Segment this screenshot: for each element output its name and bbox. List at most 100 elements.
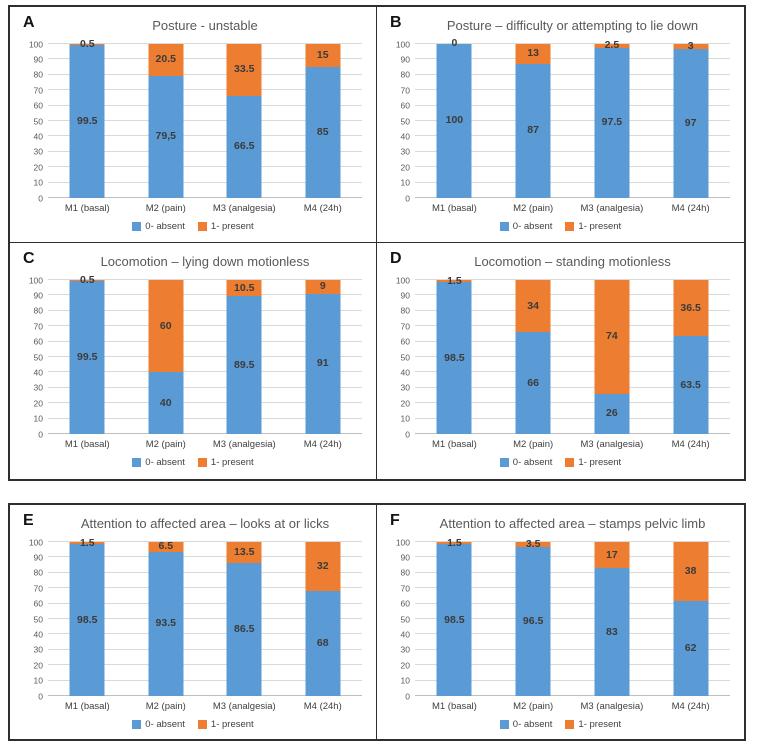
bar-segment-present xyxy=(226,280,262,297)
y-axis-tick-label: 0 xyxy=(405,428,410,439)
gridline xyxy=(48,58,362,60)
y-axis-tick-label: 0 xyxy=(38,192,43,203)
plot-area: 0 10 20 30 40 50 60 70 80 90 100 98.5 1.5 93.5 6.5 86.5… xyxy=(29,537,362,700)
legend-label: 0- absent xyxy=(145,719,185,730)
gridline xyxy=(48,89,362,91)
y-axis-tick-label: 90 xyxy=(400,552,410,563)
legend: 0- absent 1- present xyxy=(377,457,744,468)
y-axis-tick-label: 70 xyxy=(33,84,43,95)
bar-segment-absent xyxy=(69,44,105,198)
x-axis-label: M2 (pain) xyxy=(145,203,186,214)
bar-segment-present xyxy=(436,280,472,283)
bar-cell-m2: 87 13 xyxy=(494,44,573,198)
chart-panel-f: F Attention to affected area – stamps pel… xyxy=(377,505,744,739)
gridline xyxy=(48,648,362,650)
stacked-bar-m4: 91 9 xyxy=(305,280,341,434)
gridline xyxy=(48,309,362,311)
x-axis-labels: M1 (basal) M2 (pain) M3 (analgesia) M4 (24h… xyxy=(48,439,362,450)
bar-segment-absent xyxy=(305,67,341,198)
panel-letter: A xyxy=(23,14,35,31)
bar-segment-absent xyxy=(226,296,262,434)
gridline xyxy=(48,181,362,183)
y-axis-tick-label: 70 xyxy=(33,582,43,593)
legend-label: 1- present xyxy=(578,457,622,468)
y-axis-tick-label: 40 xyxy=(33,629,43,640)
gridline xyxy=(48,556,362,558)
legend-swatch-absent xyxy=(499,720,509,729)
gridline xyxy=(48,120,362,121)
gridline xyxy=(415,587,730,589)
bar-segment-absent xyxy=(594,47,630,198)
bars-row: 98.5 1.5 96.5 3.5 83 17 62 38 xyxy=(415,537,730,696)
panel-letter: E xyxy=(23,512,34,529)
data-label: 1.5 xyxy=(447,274,462,287)
legend-label: 0- absent xyxy=(145,457,185,468)
y-axis-tick-label: 80 xyxy=(400,567,410,578)
legend-item-present: 1- present xyxy=(565,719,621,730)
stacked-bar-m3: 86.5 13.5 xyxy=(226,542,262,696)
data-label: 26 xyxy=(606,407,618,420)
bar-segment-present xyxy=(594,542,630,569)
data-label: 99.5 xyxy=(77,350,98,363)
gridline xyxy=(48,664,362,666)
bars-row: 99.5 0.5 40 60 89.5 10.5 91 9 xyxy=(48,274,362,434)
bar-segment-absent xyxy=(436,544,472,696)
y-axis-tick-label: 30 xyxy=(400,644,410,655)
data-label: 62 xyxy=(684,641,697,654)
bar-cell-m3: 83 17 xyxy=(573,542,652,696)
x-axis-label: M1 (basal) xyxy=(431,701,477,712)
gridline xyxy=(415,679,730,681)
bar-segment-present xyxy=(673,542,709,601)
y-axis-tick-label: 100 xyxy=(28,536,43,547)
y-axis-tick-label: 60 xyxy=(400,598,410,609)
gridline xyxy=(48,279,362,280)
bar-segment-absent xyxy=(436,282,472,434)
x-axis-label: M4 (24h) xyxy=(303,701,342,712)
data-label: 79,5 xyxy=(155,130,176,143)
legend-item-present: 1- present xyxy=(197,457,254,468)
x-axis-label: M2 (pain) xyxy=(145,701,186,712)
x-axis-label: M3 (analgesia) xyxy=(580,701,644,712)
gridline xyxy=(415,648,730,650)
data-label: 74 xyxy=(606,330,618,343)
data-label: 32 xyxy=(316,559,329,572)
data-label: 34 xyxy=(527,299,539,312)
bar-segment-absent xyxy=(148,75,184,198)
gridline xyxy=(415,181,730,183)
data-label: 0.5 xyxy=(79,37,95,50)
bar-cell-m4: 63.5 36.5 xyxy=(651,280,730,434)
data-label: 13.5 xyxy=(234,545,255,558)
bar-cell-m1: 98.5 1.5 xyxy=(48,537,127,696)
bar-cell-m4: 85 15 xyxy=(284,44,363,198)
data-label: 86.5 xyxy=(234,622,255,635)
legend-label: 0- absent xyxy=(512,221,553,232)
plot-area: 0 10 20 30 40 50 60 70 80 90 100 99.5 0.5 40 60 89.5 10.… xyxy=(29,274,362,438)
data-label: 1.5 xyxy=(79,536,95,549)
gridline xyxy=(415,58,730,60)
y-axis-tick-label: 60 xyxy=(33,336,43,347)
chart-panel-e: E Attention to affected area – looks at o… xyxy=(10,505,377,739)
bar-segment-present xyxy=(148,542,184,553)
y-axis-tick-label: 10 xyxy=(400,177,410,188)
gridline xyxy=(48,541,362,542)
x-axis-line xyxy=(48,695,362,696)
y-axis-tick-label: 40 xyxy=(400,367,410,378)
legend-swatch-present xyxy=(565,720,575,729)
data-label: 98.5 xyxy=(77,613,98,626)
gridline xyxy=(48,43,362,44)
y-axis-tick-label: 50 xyxy=(400,613,410,624)
x-axis-label: M1 (basal) xyxy=(64,701,110,712)
bar-segment-present xyxy=(436,542,472,545)
stacked-bar-m2: 79,5 20.5 xyxy=(148,44,184,198)
bar-segment-present xyxy=(673,280,709,337)
bar-segment-absent xyxy=(673,600,709,696)
stacked-bar-m3: 97.5 2.5 xyxy=(594,40,630,198)
bar-cell-m1: 100 0 xyxy=(415,38,494,198)
y-axis-tick-label: 50 xyxy=(33,351,43,362)
bar-cell-m1: 98.5 1.5 xyxy=(415,537,494,696)
gridline xyxy=(415,602,730,604)
data-label: 66.5 xyxy=(234,140,255,153)
x-axis-label: M4 (24h) xyxy=(303,439,342,450)
y-axis-tick-label: 40 xyxy=(400,131,410,142)
bar-segment-absent xyxy=(69,544,105,696)
